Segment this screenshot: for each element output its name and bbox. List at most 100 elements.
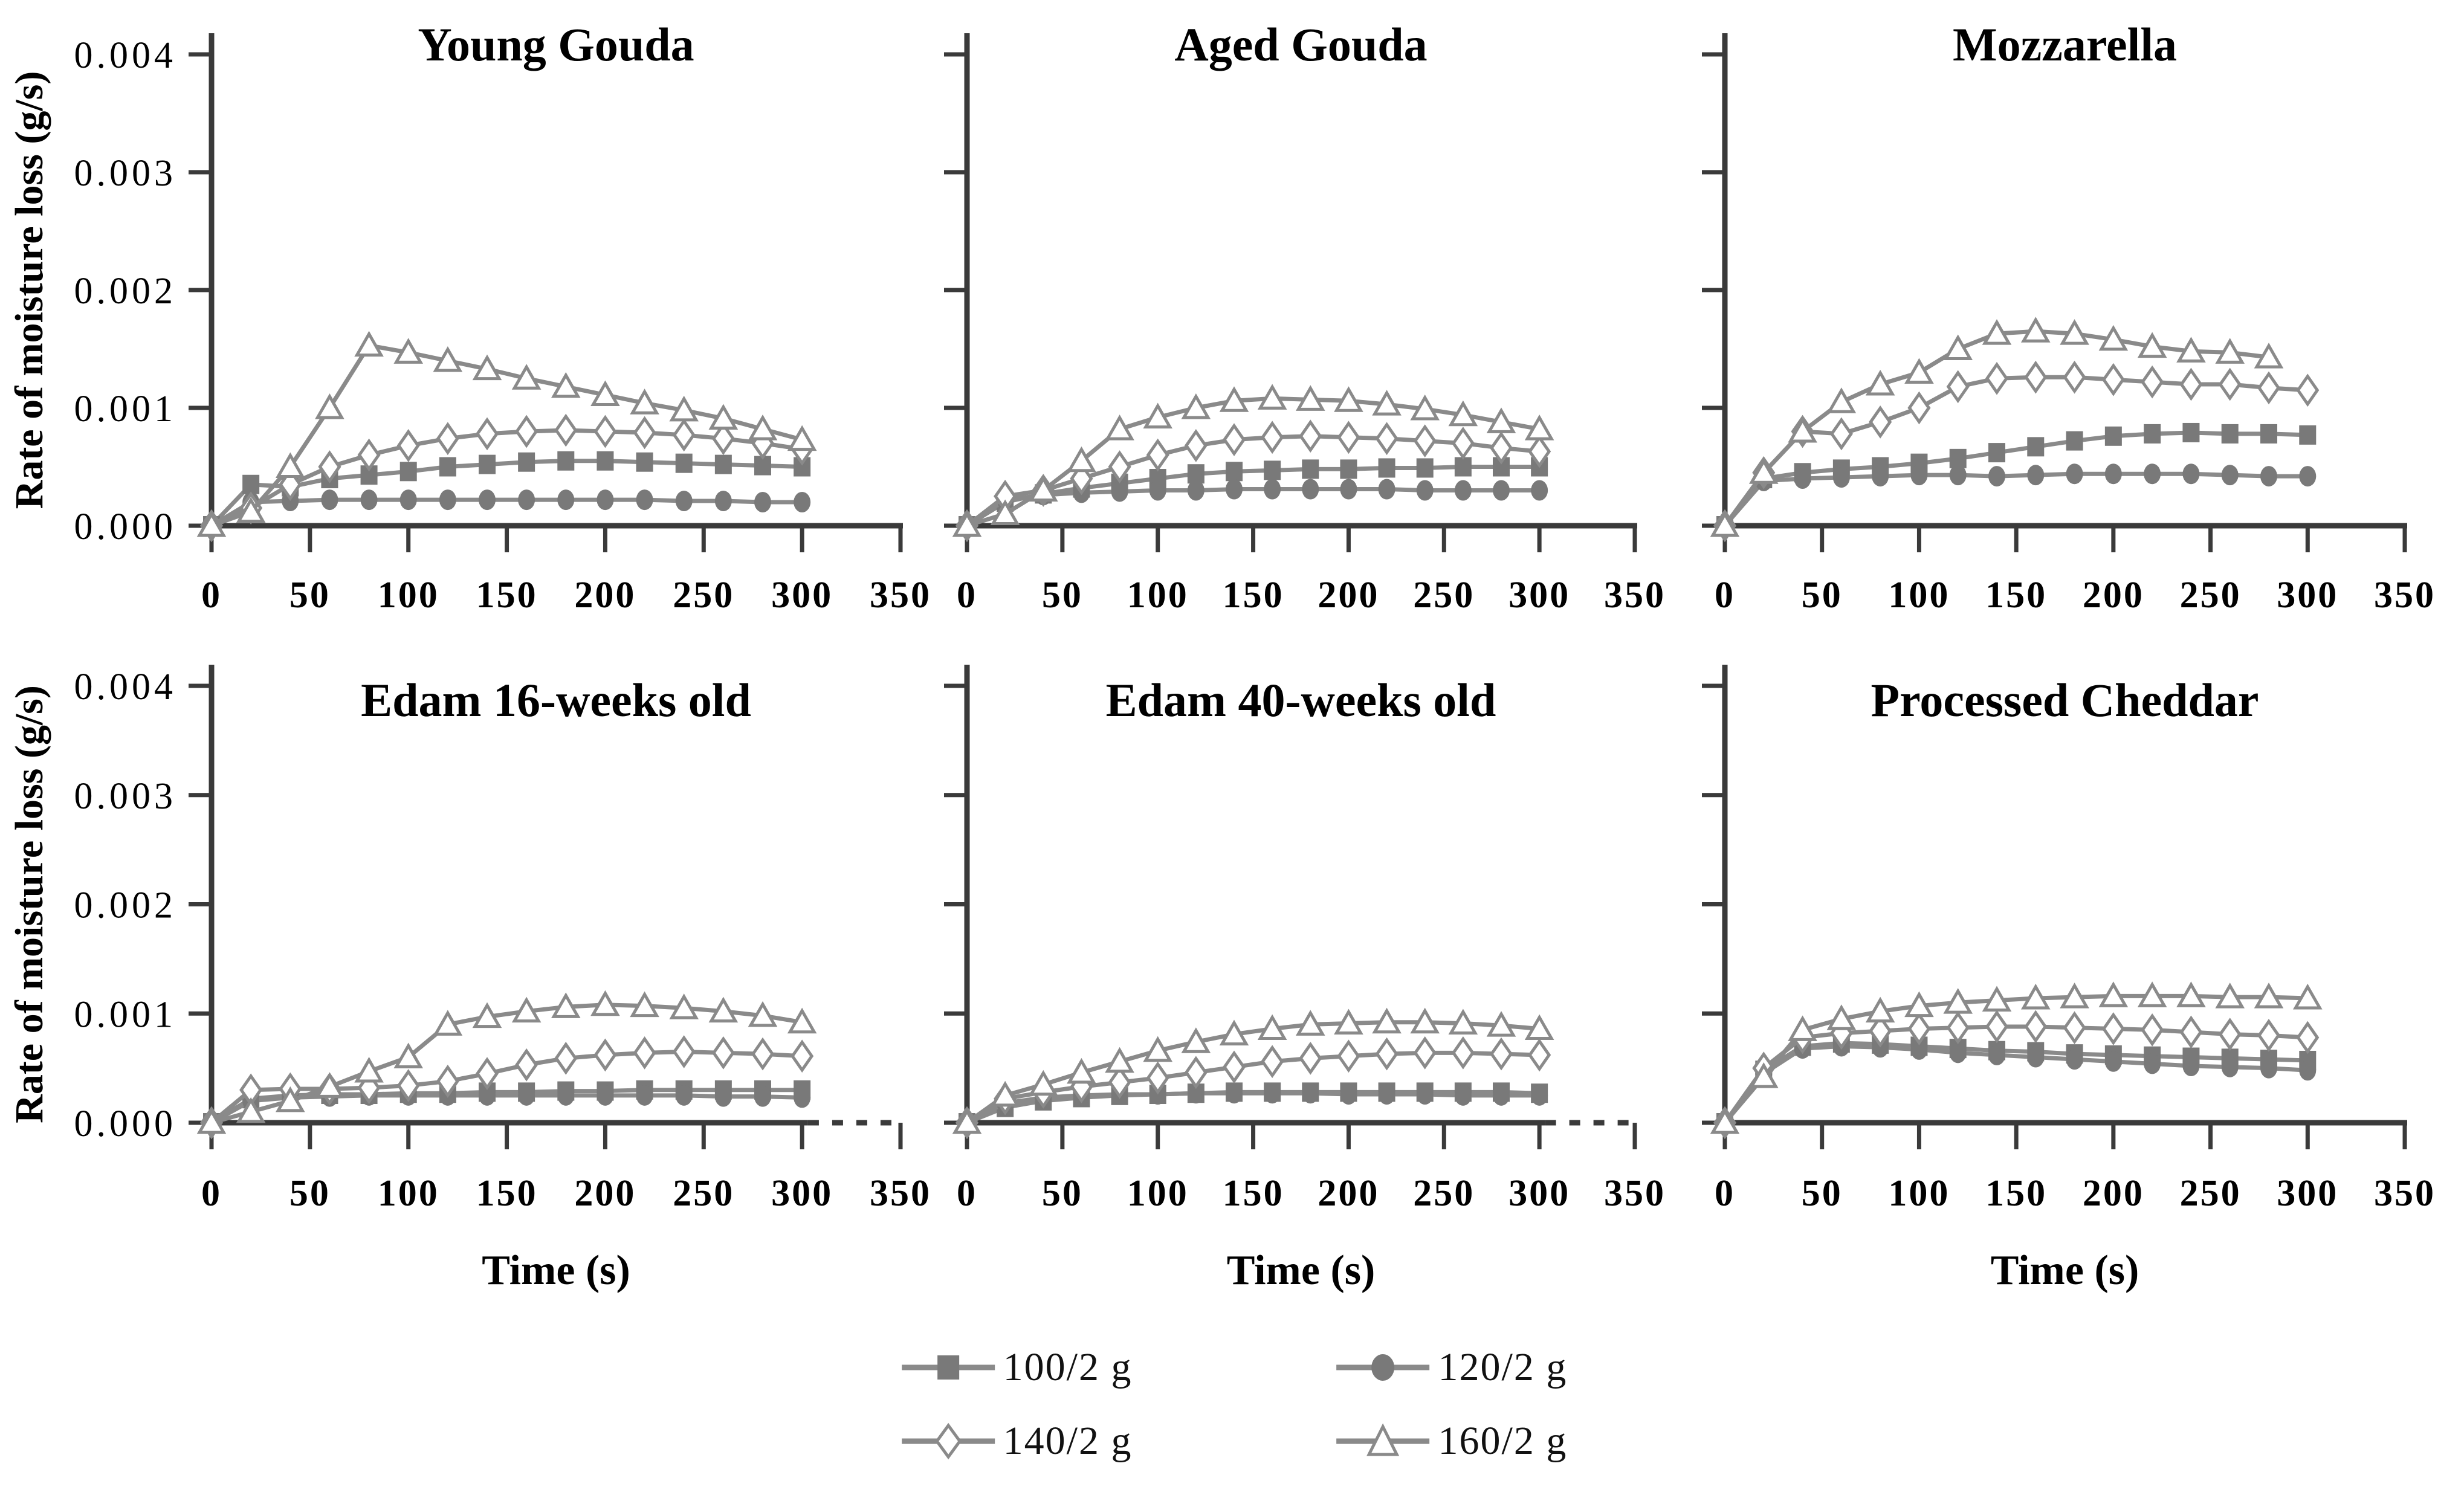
circle-marker bbox=[2260, 1057, 2277, 1079]
diamond-marker bbox=[396, 429, 420, 462]
square-marker bbox=[2104, 426, 2122, 446]
series-line-diamond bbox=[1723, 375, 2308, 528]
y-tick-label: 0.003 bbox=[74, 153, 177, 194]
triangle-marker bbox=[1334, 386, 1363, 412]
chart-panel-young-gouda: Young Gouda 0.000 0.001 0.002 0.003 0.004 0 50 1… bbox=[7, 18, 931, 616]
triangle-marker bbox=[1295, 385, 1325, 411]
triangle-marker bbox=[1067, 446, 1096, 473]
x-tick-label: 150 bbox=[1985, 1173, 2047, 1214]
triangle-marker bbox=[2176, 981, 2206, 1007]
triangle-marker bbox=[551, 372, 581, 398]
triangle-marker bbox=[748, 415, 778, 441]
y-tick-label: 0.001 bbox=[74, 994, 177, 1035]
circle-marker bbox=[557, 1085, 575, 1106]
x-tick-label: 350 bbox=[1604, 575, 1666, 616]
x-tick-label: 150 bbox=[476, 1173, 538, 1214]
diamond-marker bbox=[711, 1036, 735, 1070]
triangle-marker bbox=[1143, 402, 1173, 429]
circle-marker bbox=[557, 489, 575, 511]
circle-marker bbox=[1302, 1083, 1319, 1104]
x-tick-label: 100 bbox=[1127, 1173, 1189, 1214]
circle-marker bbox=[2027, 1047, 2045, 1068]
triangle-marker bbox=[2020, 317, 2051, 343]
square-marker bbox=[1378, 458, 1395, 478]
series-line-square bbox=[1723, 430, 2308, 528]
triangle-marker bbox=[196, 1108, 227, 1134]
square-marker bbox=[439, 457, 456, 477]
diamond-marker bbox=[672, 1035, 696, 1068]
chart-panel-edam-16-weeks-old: Edam 16-weeks old 0.000 0.001 0.002 0.003 0.0… bbox=[7, 665, 930, 1294]
circle-marker bbox=[518, 1085, 535, 1106]
circle-marker bbox=[2066, 463, 2083, 485]
series-line-triangle bbox=[210, 343, 803, 528]
diamond-marker bbox=[436, 1064, 459, 1098]
diamond-marker bbox=[1829, 417, 1853, 451]
triangle-marker bbox=[1710, 1108, 1740, 1134]
triangle-marker bbox=[748, 1001, 778, 1027]
diamond-marker bbox=[1108, 450, 1131, 483]
circle-marker bbox=[1949, 465, 1967, 486]
diamond-marker bbox=[396, 1069, 420, 1102]
diamond-marker bbox=[1946, 1011, 1970, 1045]
triangle-marker bbox=[1372, 390, 1402, 416]
x-tick-label: 50 bbox=[1802, 1173, 1843, 1214]
triangle-marker bbox=[1982, 319, 2012, 345]
circle-marker bbox=[1378, 1084, 1395, 1105]
diamond-marker bbox=[2024, 1010, 2048, 1044]
square-marker bbox=[2027, 437, 2045, 457]
circle-marker bbox=[597, 1085, 614, 1106]
x-tick-label: 100 bbox=[1888, 1173, 1950, 1214]
triangle-marker bbox=[1865, 996, 1895, 1023]
chart-panel-processed-cheddar: Processed Cheddar 0 50 100 150 200 250 300 350 Ti… bbox=[1702, 665, 2434, 1294]
triangle-marker bbox=[1067, 1057, 1096, 1084]
series-line-circle bbox=[966, 1091, 1540, 1125]
x-tick-label: 350 bbox=[870, 575, 931, 616]
circle-marker bbox=[2104, 1051, 2122, 1072]
circle-marker bbox=[1531, 1085, 1548, 1106]
y-tick-label: 0.002 bbox=[74, 885, 177, 926]
series-markers-circle bbox=[1716, 463, 2317, 536]
diamond-marker bbox=[1299, 1041, 1322, 1075]
triangle-marker bbox=[669, 993, 699, 1019]
diamond-marker bbox=[436, 422, 459, 456]
triangle-marker bbox=[1181, 393, 1211, 419]
x-tick-label: 250 bbox=[673, 575, 734, 616]
y-tick-label: 0.004 bbox=[74, 35, 177, 76]
x-tick-label: 150 bbox=[1985, 575, 2047, 616]
y-tick-label: 0.002 bbox=[74, 271, 177, 312]
circle-marker bbox=[794, 1087, 811, 1108]
circle-marker bbox=[2027, 465, 2045, 486]
x-tick-label: 250 bbox=[2180, 1173, 2242, 1214]
diamond-marker bbox=[1413, 424, 1437, 457]
circle-marker bbox=[2299, 466, 2317, 487]
circle-marker bbox=[1910, 1039, 1928, 1060]
square-marker bbox=[1454, 457, 1472, 477]
circle-marker bbox=[1378, 479, 1395, 500]
chart-panel-aged-gouda: Aged Gouda 0 50 100 150 200 250 300 350 bbox=[944, 18, 1666, 616]
circle-marker bbox=[754, 1086, 771, 1107]
diamond-marker bbox=[934, 1422, 962, 1460]
diamond-marker bbox=[1985, 1010, 2009, 1044]
triangle-marker bbox=[990, 1080, 1020, 1107]
triangle-marker bbox=[354, 331, 384, 357]
series-line-triangle bbox=[965, 1020, 1540, 1125]
diamond-marker bbox=[1146, 438, 1169, 472]
diamond-marker bbox=[1261, 421, 1284, 454]
diamond-marker bbox=[633, 1036, 656, 1070]
diamond-marker bbox=[633, 416, 656, 450]
diamond-marker bbox=[554, 413, 578, 447]
diamond-marker bbox=[2141, 1013, 2164, 1047]
x-tick-label: 300 bbox=[2277, 575, 2338, 616]
triangle-marker bbox=[433, 1010, 463, 1036]
triangle-marker bbox=[1028, 476, 1058, 502]
diamond-marker bbox=[2179, 1015, 2203, 1049]
circle-marker bbox=[2104, 463, 2122, 485]
triangle-marker bbox=[1710, 511, 1740, 537]
legend-label: 160/2 g bbox=[1438, 1419, 1568, 1463]
triangle-marker bbox=[315, 1072, 344, 1098]
triangle-marker bbox=[1334, 1009, 1363, 1035]
triangle-marker bbox=[354, 1057, 384, 1083]
chart-panel-mozzarella: Mozzarella 0 50 100 150 200 250 300 350 bbox=[1702, 18, 2434, 616]
x-tick-label: 100 bbox=[378, 1173, 439, 1214]
triangle-marker bbox=[1410, 1007, 1440, 1034]
